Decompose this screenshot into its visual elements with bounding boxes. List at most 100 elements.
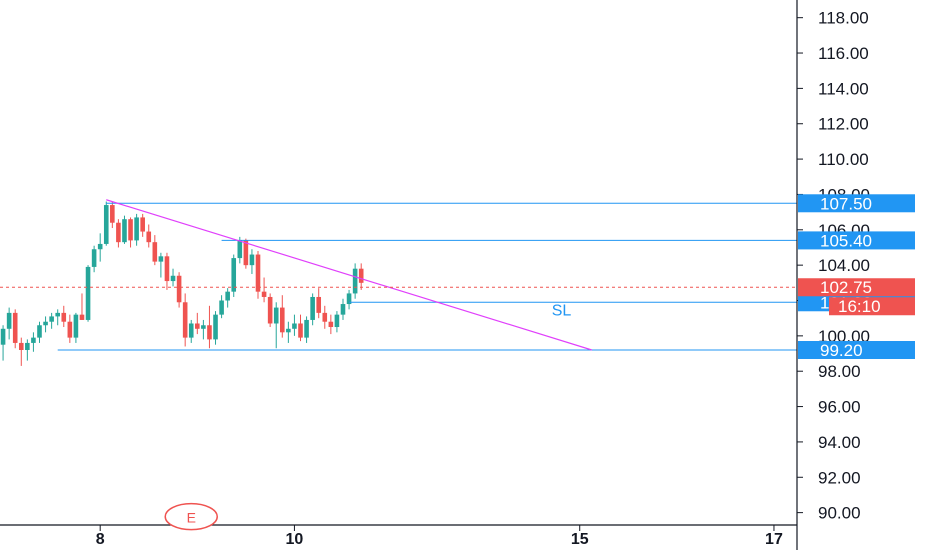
candle bbox=[182, 293, 188, 347]
candle-body bbox=[292, 323, 297, 329]
candle-body bbox=[358, 268, 364, 283]
candle bbox=[55, 309, 60, 326]
candle bbox=[61, 305, 67, 328]
candle-body bbox=[243, 240, 249, 266]
candle-body bbox=[207, 325, 212, 340]
candle-body bbox=[170, 275, 176, 282]
candle-body bbox=[273, 307, 279, 324]
candle bbox=[18, 337, 24, 366]
candle-body bbox=[310, 296, 315, 320]
candle bbox=[304, 316, 309, 343]
candle-body bbox=[140, 217, 145, 232]
current-price-tag-bg bbox=[798, 278, 915, 297]
price-tag: 105.40 bbox=[820, 231, 872, 250]
candle bbox=[225, 288, 230, 308]
candle bbox=[91, 245, 97, 273]
candle bbox=[176, 272, 182, 308]
candle bbox=[298, 314, 303, 342]
candle-body bbox=[231, 258, 237, 292]
candle-body bbox=[195, 323, 200, 329]
candle bbox=[328, 314, 334, 335]
candle-body bbox=[352, 268, 358, 294]
candle bbox=[12, 309, 18, 349]
candle bbox=[37, 321, 42, 343]
price-tag-bg bbox=[798, 194, 915, 213]
candle bbox=[267, 293, 273, 328]
candle-body bbox=[12, 312, 18, 343]
candle-body bbox=[267, 296, 273, 324]
time-axis[interactable]: 8 10 15 17 bbox=[0, 524, 797, 548]
candle bbox=[273, 302, 279, 349]
candle bbox=[358, 263, 364, 290]
price-axis[interactable]: 118.00116.00114.00112.00110.00108.00106.… bbox=[796, 0, 870, 550]
candle bbox=[0, 325, 6, 361]
candle-body bbox=[122, 219, 127, 243]
candle bbox=[219, 295, 224, 319]
candle bbox=[249, 249, 255, 274]
candle-body bbox=[37, 325, 42, 338]
candle-body bbox=[346, 293, 352, 305]
y-tick-label: 90.00 bbox=[818, 504, 861, 523]
candle bbox=[103, 201, 109, 246]
candle bbox=[73, 312, 79, 343]
candle bbox=[79, 293, 85, 320]
candle-body bbox=[286, 328, 291, 333]
candle-body bbox=[18, 342, 24, 350]
price-tag: 99.20 bbox=[820, 341, 863, 360]
candle-body bbox=[85, 266, 91, 320]
candles-layer bbox=[0, 201, 364, 366]
price-tag: 107.50 bbox=[820, 194, 872, 213]
candle-body bbox=[103, 205, 109, 244]
candle-body bbox=[219, 300, 224, 315]
candle-body bbox=[237, 240, 243, 259]
trendline[interactable] bbox=[106, 199, 593, 351]
earnings-marker-label: E bbox=[187, 510, 196, 526]
y-tick-label: 98.00 bbox=[818, 362, 861, 381]
y-tick-label: 110.00 bbox=[818, 150, 869, 169]
candle-body bbox=[255, 254, 261, 292]
candle bbox=[116, 219, 121, 248]
candle-body bbox=[79, 314, 85, 320]
candle bbox=[97, 233, 103, 262]
candle bbox=[195, 312, 200, 335]
drawings-layer[interactable] bbox=[0, 199, 797, 351]
candle-body bbox=[146, 231, 152, 243]
candle-body bbox=[188, 323, 194, 338]
sl-label: SL bbox=[552, 302, 572, 319]
candle-body bbox=[304, 319, 309, 338]
candle bbox=[352, 263, 358, 299]
candle bbox=[67, 314, 73, 343]
candle bbox=[201, 319, 206, 340]
y-tick-label: 114.00 bbox=[818, 79, 869, 98]
candle bbox=[134, 213, 139, 246]
candle bbox=[146, 224, 152, 248]
candle-body bbox=[182, 302, 188, 338]
candle bbox=[164, 252, 170, 290]
candle bbox=[340, 298, 346, 320]
candle bbox=[207, 305, 212, 349]
y-tick-label: 96.00 bbox=[818, 398, 861, 417]
x-tick-label: 17 bbox=[765, 531, 783, 548]
candle bbox=[170, 268, 176, 287]
candle bbox=[85, 265, 91, 322]
candle bbox=[43, 316, 48, 333]
candle-body bbox=[55, 312, 60, 317]
candle-body bbox=[25, 342, 30, 350]
y-tick-label: 112.00 bbox=[818, 115, 869, 134]
candle-body bbox=[73, 314, 79, 338]
candle bbox=[243, 238, 249, 269]
candle-body bbox=[49, 316, 54, 322]
y-tick-label: 118.00 bbox=[818, 9, 869, 28]
candle bbox=[255, 251, 261, 299]
candle-body bbox=[97, 243, 103, 250]
countdown-tag: 16:10 bbox=[838, 297, 881, 316]
candle bbox=[346, 289, 352, 310]
candle bbox=[31, 332, 36, 352]
candle bbox=[49, 312, 54, 329]
x-tick-label: 8 bbox=[96, 531, 105, 548]
candle-body bbox=[322, 312, 328, 322]
candle-body bbox=[249, 254, 255, 266]
